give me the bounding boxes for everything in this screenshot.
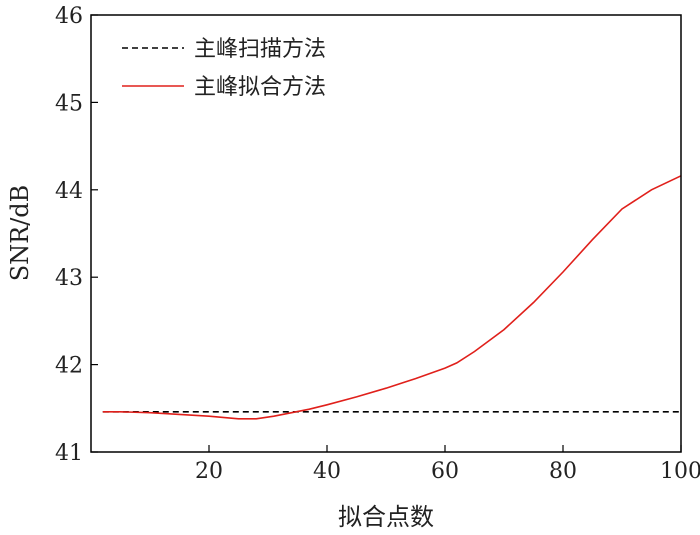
x-tick-label: 100: [660, 459, 700, 484]
x-tick-label: 40: [313, 459, 341, 484]
y-tick-label: 41: [55, 441, 83, 466]
y-axis-label: SNR/dB: [6, 185, 34, 282]
series-line-1: [102, 175, 682, 420]
plot-frame: [90, 14, 682, 453]
y-tick-label: 42: [55, 354, 83, 379]
legend-label-1: 主峰拟合方法: [194, 75, 326, 100]
legend-label-0: 主峰扫描方法: [194, 37, 326, 62]
y-tick-label: 44: [55, 179, 83, 204]
x-tick-label: 80: [549, 459, 577, 484]
x-tick-label: 60: [431, 459, 459, 484]
y-tick-label: 43: [55, 266, 83, 291]
y-tick-label: 46: [55, 4, 83, 29]
x-tick-label: 20: [195, 459, 223, 484]
x-axis-label: 拟合点数: [338, 503, 434, 531]
y-tick-label: 45: [55, 91, 83, 116]
